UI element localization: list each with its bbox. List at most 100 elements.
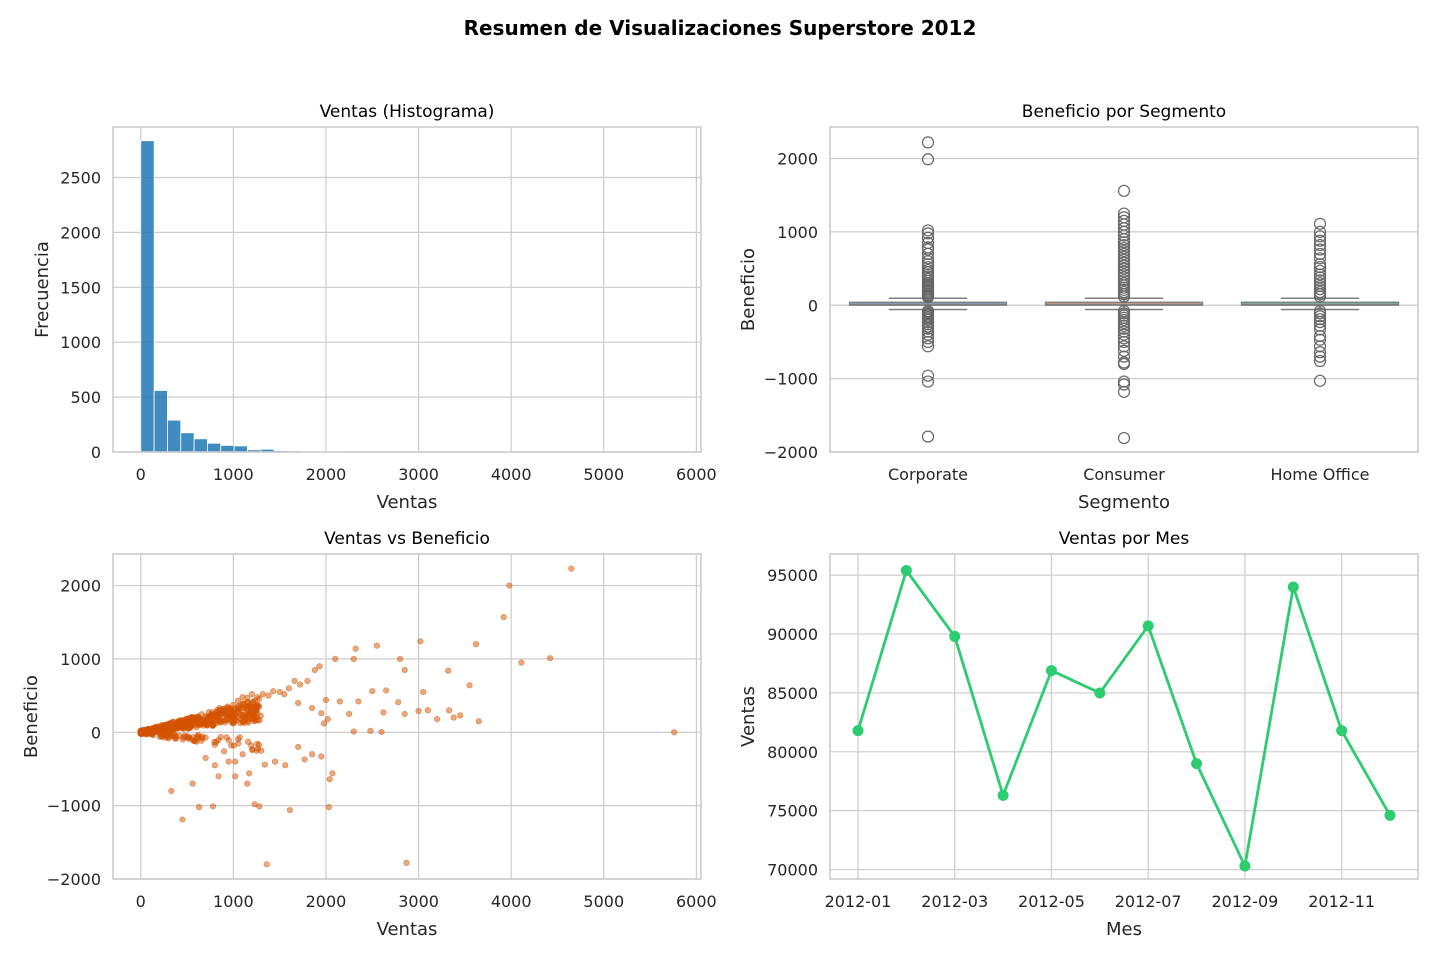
boxplot-outlier: [1117, 184, 1131, 197]
boxplot-outlier: [1313, 243, 1327, 256]
scatter-point: [202, 734, 209, 741]
scatter-x-tick-label: 1000: [213, 892, 254, 911]
boxplot-outlier: [921, 231, 935, 244]
scatter-point: [450, 714, 457, 721]
boxplot-outlier: [1313, 280, 1327, 293]
boxplot-outlier: [1117, 250, 1131, 263]
boxplot-outlier: [1313, 252, 1327, 265]
scatter-point: [332, 655, 339, 663]
boxplot-outlier: [1117, 239, 1131, 252]
boxplot-y-tick-label: −2000: [764, 443, 818, 462]
line-marker: [997, 789, 1009, 801]
line-marker: [900, 564, 912, 576]
histogram-x-tick-label: 2000: [306, 465, 347, 484]
boxplot-outlier: [1313, 333, 1327, 346]
boxplot-outlier: [1117, 229, 1131, 242]
boxplot-outlier: [921, 335, 935, 349]
scatter-point: [244, 707, 251, 715]
boxplot-outlier: [1117, 357, 1131, 371]
line-plot-frame: [829, 553, 1419, 880]
boxplot-outlier: [921, 227, 935, 240]
histogram-x-tick-label: 0: [136, 465, 146, 484]
boxplot-outlier: [1117, 244, 1131, 258]
boxplot-outlier: [1117, 385, 1131, 398]
boxplot-outlier: [921, 332, 935, 345]
boxplot-outlier: [1313, 310, 1327, 323]
scatter-point: [378, 728, 385, 736]
histogram-plot-frame: [112, 126, 702, 453]
line-x-tick-label: 2012-07: [1115, 892, 1182, 911]
scatter-point: [209, 803, 217, 810]
scatter-point: [329, 770, 336, 777]
boxplot-outlier: [1117, 253, 1131, 266]
boxplot-outlier: [1313, 239, 1327, 252]
scatter-point: [367, 727, 374, 734]
scatter-point: [223, 734, 230, 741]
boxplot-outlier: [1117, 344, 1131, 357]
boxplot-outlier: [1117, 236, 1131, 249]
scatter-point: [179, 816, 186, 823]
line-marker: [1045, 665, 1057, 677]
line-y-tick-label: 90000: [767, 625, 818, 644]
scatter-point: [546, 655, 554, 662]
histogram-x-tick-label: 5000: [583, 465, 624, 484]
scatter-point: [395, 699, 402, 706]
boxplot-outlier: [921, 243, 935, 256]
boxplot-outlier: [1313, 283, 1327, 296]
histogram-bar: [140, 140, 155, 453]
boxplot-outlier: [921, 322, 935, 335]
scatter-point: [244, 780, 251, 787]
scatter-point: [232, 773, 239, 780]
scatter-point: [225, 758, 232, 765]
line-y-tick-label: 80000: [767, 743, 818, 762]
line-marker: [1336, 725, 1348, 737]
boxplot-outlier: [921, 325, 935, 338]
scatter-point: [215, 773, 222, 780]
boxplot-outlier: [1117, 316, 1131, 329]
scatter-point: [506, 582, 513, 589]
scatter-y-tick-label: −1000: [47, 797, 101, 816]
scatter-point: [254, 703, 261, 710]
scatter-point: [295, 699, 302, 707]
scatter-point: [671, 729, 678, 736]
scatter-y-tick-label: 1000: [60, 650, 101, 669]
scatter-point: [304, 677, 311, 685]
scatter-point: [295, 743, 302, 751]
scatter-y-axis-label: Beneficio: [21, 675, 42, 758]
boxplot-outlier: [1313, 374, 1327, 387]
boxplot-outlier: [1117, 265, 1131, 278]
scatter-point: [433, 715, 441, 723]
boxplot-outlier: [1117, 274, 1131, 287]
boxplot-outlier: [921, 247, 935, 261]
boxplot-outlier: [1117, 319, 1131, 332]
scatter-point: [180, 734, 187, 741]
scatter-point: [324, 715, 331, 723]
scatter-point: [233, 717, 240, 724]
scatter-point: [236, 703, 243, 710]
scatter-point: [221, 748, 228, 755]
scatter-point: [239, 751, 246, 758]
boxplot-outlier: [921, 224, 935, 237]
scatter-point: [236, 734, 243, 741]
scatter-point: [224, 704, 232, 711]
boxplot-y-axis-label: Beneficio: [738, 248, 759, 331]
scatter-point: [325, 804, 332, 811]
scatter-point: [189, 780, 196, 787]
scatter-point: [446, 707, 453, 714]
boxplot-outlier: [921, 136, 935, 149]
scatter-point: [211, 741, 218, 748]
scatter-x-tick-label: 2000: [306, 892, 347, 911]
line-panel: 2012-01 2012-03 2012-05 2012-07 2012-09 2012-…: [738, 529, 1419, 940]
scatter-point: [258, 747, 265, 754]
scatter-point: [396, 655, 404, 663]
scatter-x-tick-label: 0: [136, 892, 146, 911]
scatter-point: [352, 645, 359, 652]
scatter-point: [420, 688, 427, 696]
scatter-point: [256, 803, 263, 810]
scatter-point: [249, 710, 256, 717]
boxplot-outlier: [1313, 258, 1327, 271]
boxplot-outlier: [1313, 290, 1327, 303]
scatter-point: [321, 720, 328, 727]
scatter-point: [246, 770, 253, 777]
